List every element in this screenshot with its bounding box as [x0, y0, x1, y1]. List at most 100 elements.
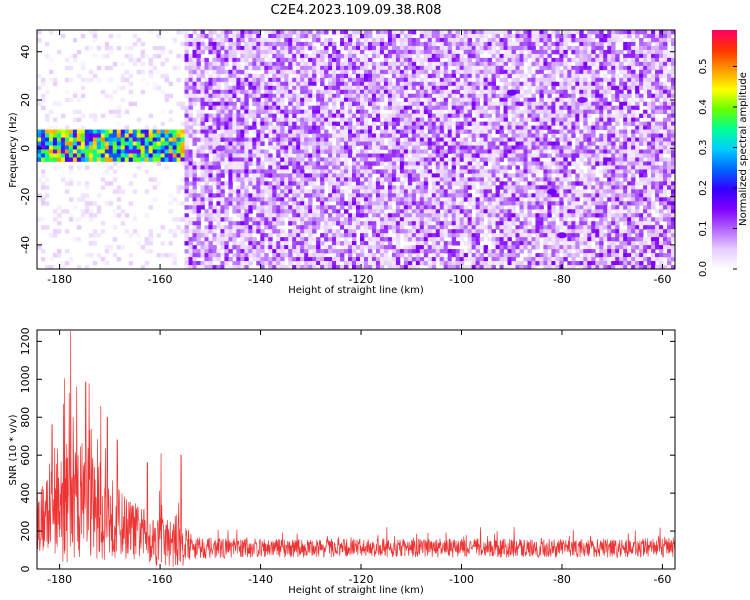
heatmap-cell: [371, 129, 377, 134]
heatmap-cell: [196, 61, 201, 67]
heatmap-cell: [76, 109, 82, 115]
heatmap-cell: [475, 133, 481, 138]
heatmap-cell: [192, 137, 197, 142]
heatmap-cell: [280, 137, 285, 142]
heatmap-cell: [371, 201, 377, 206]
heatmap-cell: [427, 261, 433, 266]
heatmap-cell: [216, 193, 221, 198]
heatmap-cell: [188, 261, 193, 266]
heatmap-cell: [395, 185, 401, 190]
heatmap-cell: [491, 33, 496, 39]
heatmap-cell: [60, 129, 66, 134]
heatmap-cell: [340, 153, 345, 158]
heatmap-cell: [196, 241, 201, 246]
heatmap-cell: [511, 57, 516, 63]
heatmap-cell: [471, 145, 477, 150]
heatmap-cell: [495, 125, 500, 130]
heatmap-cell: [359, 193, 365, 198]
heatmap-cell: [356, 109, 361, 115]
heatmap-cell: [280, 217, 285, 222]
heatmap-cell: [312, 77, 317, 83]
heatmap-cell: [455, 181, 461, 186]
heatmap-cell: [312, 33, 317, 39]
heatmap-cell: [308, 217, 313, 222]
heatmap-cell: [228, 101, 233, 107]
heatmap-cell: [407, 121, 413, 126]
heatmap-cell: [184, 105, 189, 111]
heatmap-cell: [455, 241, 461, 246]
heatmap-cell: [260, 197, 265, 202]
heatmap-cell: [296, 261, 301, 266]
heatmap-cell: [240, 193, 245, 198]
heatmap-cell: [332, 249, 337, 254]
heatmap-cell: [439, 137, 445, 142]
heatmap-cell: [268, 173, 273, 178]
heatmap-cell: [515, 261, 520, 266]
heatmap-cell: [475, 213, 481, 218]
heatmap-cell: [328, 153, 333, 158]
heatmap-cell: [379, 105, 385, 111]
heatmap-cell: [324, 209, 329, 214]
heatmap-cell: [300, 169, 305, 174]
heatmap-cell: [459, 221, 465, 226]
heatmap-cell: [152, 149, 158, 154]
heatmap-cell: [320, 253, 325, 258]
heatmap-cell: [256, 249, 261, 254]
heatmap-cell: [459, 253, 465, 258]
heatmap-cell: [499, 45, 504, 51]
heatmap-cell: [280, 209, 285, 214]
heatmap-cell: [316, 121, 321, 126]
heatmap-cell: [132, 217, 138, 222]
heatmap-cell: [52, 209, 58, 214]
heatmap-cell: [399, 157, 405, 162]
heatmap-cell: [356, 205, 361, 210]
heatmap-cell: [296, 157, 301, 162]
heatmap-cell: [292, 205, 297, 210]
heatmap-cell: [491, 153, 496, 158]
heatmap-cell: [348, 101, 353, 107]
heatmap-cell: [395, 261, 401, 266]
heatmap-cell: [256, 121, 261, 126]
heatmap-cell: [216, 73, 221, 79]
heatmap-cell: [507, 153, 512, 158]
heatmap-cell: [435, 169, 441, 174]
heatmap-cell: [411, 153, 417, 158]
heatmap-cell: [340, 45, 345, 51]
heatmap-cell: [220, 133, 225, 138]
heatmap-cell: [68, 133, 74, 138]
heatmap-cell: [124, 141, 130, 146]
heatmap-cell: [304, 153, 309, 158]
heatmap-cell: [463, 73, 469, 79]
heatmap-cell: [300, 189, 305, 194]
heatmap-cell: [451, 105, 457, 111]
heatmap-cell: [176, 153, 181, 158]
heatmap-cell: [340, 241, 345, 246]
heatmap-cell: [320, 45, 325, 51]
heatmap-cell: [248, 113, 253, 119]
heatmap-cell: [419, 137, 425, 142]
heatmap-cell: [503, 73, 508, 79]
heatmap-cell: [272, 161, 277, 166]
heatmap-cell: [427, 197, 433, 202]
heatmap-cell: [124, 153, 130, 158]
heatmap-cell: [228, 73, 233, 79]
heatmap-cell: [236, 49, 241, 55]
heatmap-cell: [356, 41, 361, 47]
heatmap-cell: [268, 209, 273, 214]
heatmap-cell: [407, 261, 413, 266]
heatmap-cell: [256, 113, 261, 119]
heatmap-cell: [463, 89, 469, 95]
heatmap-cell: [371, 61, 377, 67]
heatmap-cell: [276, 37, 281, 43]
heatmap-cell: [192, 81, 197, 87]
heatmap-cell: [108, 49, 114, 55]
heatmap-cell: [403, 49, 409, 55]
heatmap-cell: [467, 217, 473, 222]
heatmap-cell: [363, 41, 369, 47]
heatmap-cell: [503, 165, 508, 170]
heatmap-cell: [136, 241, 142, 246]
heatmap-cell: [100, 113, 106, 119]
heatmap-cell: [375, 157, 381, 162]
heatmap-cell: [212, 161, 217, 166]
heatmap-cell: [367, 205, 373, 210]
